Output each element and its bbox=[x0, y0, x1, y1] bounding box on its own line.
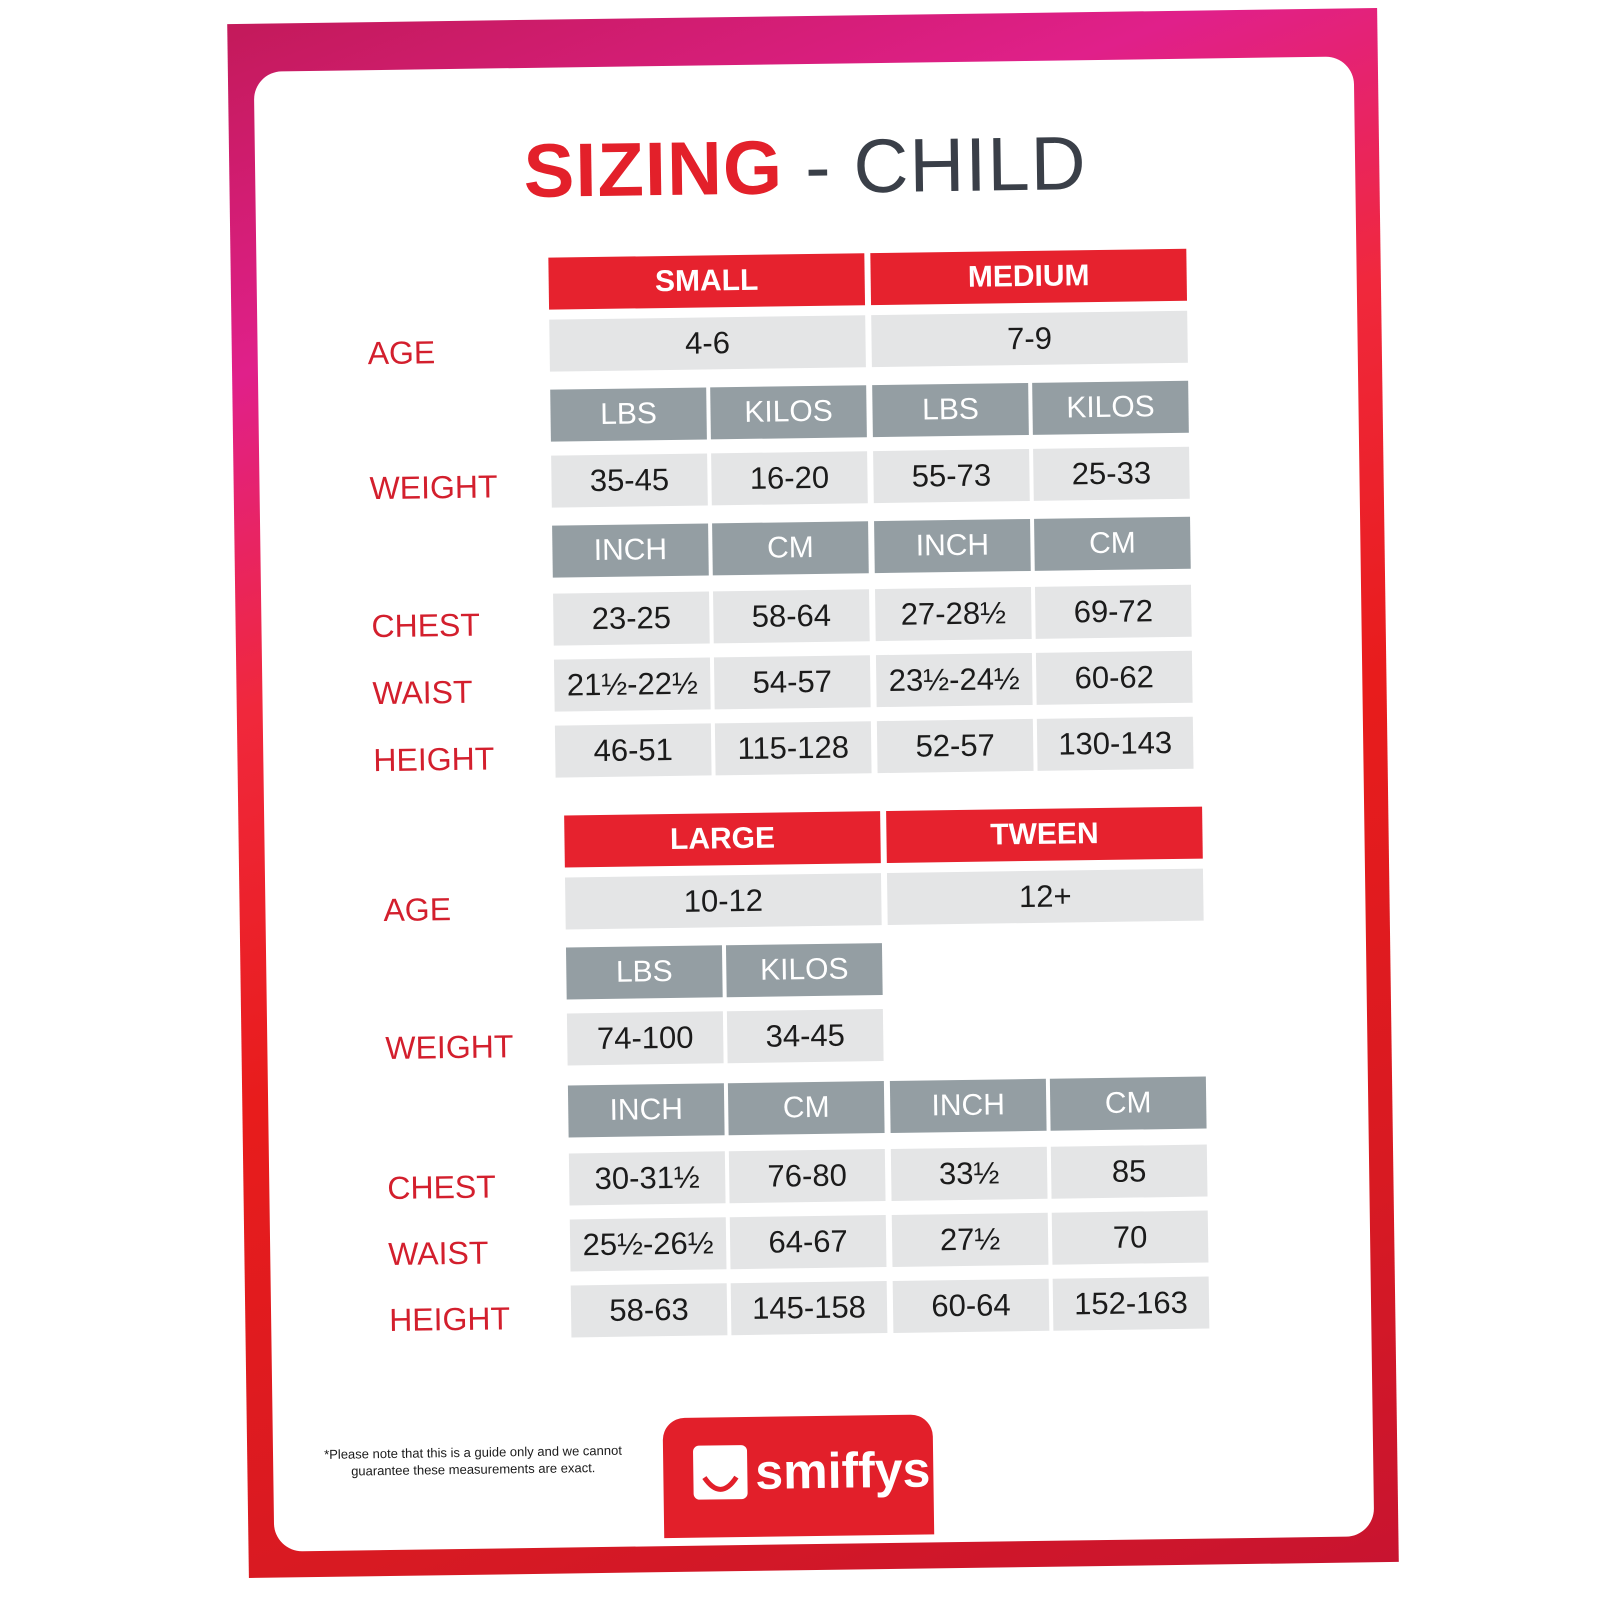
age-value-large: 10-12 bbox=[565, 873, 882, 930]
row-label-chest: CHEST bbox=[387, 1168, 497, 1206]
size-header-small: SMALL bbox=[548, 253, 866, 310]
row-label-age: AGE bbox=[383, 891, 452, 929]
unit-header-kilos: KILOS bbox=[1032, 380, 1189, 435]
row-label-weight: WEIGHT bbox=[385, 1028, 514, 1067]
weight-kilos-small: 16-20 bbox=[711, 451, 868, 506]
unit-header-inch: INCH bbox=[552, 523, 709, 578]
disclaimer-note: *Please note that this is a guide only a… bbox=[324, 1442, 622, 1479]
chest-cm-large: 76-80 bbox=[728, 1149, 886, 1204]
smile-logo-icon bbox=[692, 1444, 748, 1500]
weight-lbs-medium: 55-73 bbox=[873, 448, 1030, 504]
brand-name: smiffys bbox=[754, 1441, 931, 1500]
age-value-tween: 12+ bbox=[886, 868, 1204, 925]
page-title: SIZING - CHILD bbox=[255, 116, 1356, 218]
chest-inch-tween: 33½ bbox=[890, 1146, 1048, 1201]
row-label-weight: WEIGHT bbox=[369, 468, 498, 507]
waist-inch-small: 21½-22½ bbox=[553, 657, 711, 712]
unit-header-cm: CM bbox=[1034, 516, 1191, 571]
unit-header-lbs: LBS bbox=[872, 382, 1029, 438]
weight-kilos-medium: 25-33 bbox=[1033, 446, 1190, 501]
unit-header-lbs: LBS bbox=[550, 387, 707, 442]
title-bold: SIZING bbox=[523, 125, 784, 214]
weight-kilos-large: 34-45 bbox=[726, 1009, 884, 1064]
row-label-waist: WAIST bbox=[372, 673, 473, 712]
row-label-height: HEIGHT bbox=[388, 1300, 511, 1338]
brand-logo: smiffys ™ bbox=[692, 1440, 953, 1502]
chest-cm-tween: 85 bbox=[1050, 1144, 1208, 1199]
age-value-small: 4-6 bbox=[549, 315, 866, 372]
row-label-waist: WAIST bbox=[387, 1234, 489, 1272]
unit-header-cm: CM bbox=[1049, 1076, 1207, 1131]
waist-inch-large: 25½-26½ bbox=[569, 1217, 727, 1272]
chest-inch-small: 23-25 bbox=[553, 591, 710, 646]
height-cm-medium: 130-143 bbox=[1036, 716, 1194, 771]
weight-lbs-small: 35-45 bbox=[551, 453, 708, 508]
row-label-age: AGE bbox=[367, 334, 436, 372]
unit-header-inch: INCH bbox=[889, 1078, 1047, 1133]
chest-inch-large: 30-31½ bbox=[568, 1151, 726, 1206]
sizing-card: SIZING - CHILD AGE WEIGHT CHEST WAIST HE… bbox=[253, 56, 1375, 1552]
row-label-chest: CHEST bbox=[371, 606, 481, 645]
height-inch-tween: 60-64 bbox=[892, 1278, 1050, 1333]
chest-cm-medium: 69-72 bbox=[1034, 584, 1192, 639]
height-cm-large: 145-158 bbox=[730, 1281, 888, 1336]
height-inch-large: 58-63 bbox=[570, 1283, 728, 1338]
title-rest: - CHILD bbox=[804, 121, 1088, 211]
age-value-medium: 7-9 bbox=[871, 310, 1188, 368]
unit-header-inch: INCH bbox=[567, 1083, 725, 1138]
unit-header-kilos: KILOS bbox=[710, 385, 867, 440]
waist-cm-large: 64-67 bbox=[729, 1215, 887, 1270]
chest-cm-small: 58-64 bbox=[713, 589, 870, 644]
size-header-tween: TWEEN bbox=[886, 806, 1203, 863]
brand-tm: ™ bbox=[938, 1446, 953, 1463]
waist-cm-small: 54-57 bbox=[713, 655, 871, 710]
waist-cm-medium: 60-62 bbox=[1035, 650, 1193, 705]
unit-header-lbs: LBS bbox=[565, 945, 723, 1000]
height-inch-small: 46-51 bbox=[554, 723, 712, 778]
size-header-large: LARGE bbox=[564, 811, 881, 868]
unit-header-inch: INCH bbox=[874, 518, 1031, 574]
unit-header-cm: CM bbox=[727, 1081, 885, 1136]
waist-cm-tween: 70 bbox=[1051, 1210, 1209, 1265]
unit-header-cm: CM bbox=[712, 521, 869, 576]
waist-inch-medium: 23½-24½ bbox=[875, 652, 1033, 708]
size-header-medium: MEDIUM bbox=[870, 248, 1188, 306]
height-inch-medium: 52-57 bbox=[876, 718, 1034, 774]
weight-lbs-large: 74-100 bbox=[566, 1011, 724, 1066]
height-cm-small: 115-128 bbox=[714, 721, 872, 776]
waist-inch-tween: 27½ bbox=[891, 1212, 1049, 1267]
row-label-height: HEIGHT bbox=[373, 740, 495, 779]
chest-inch-medium: 27-28½ bbox=[875, 586, 1032, 642]
unit-header-kilos: KILOS bbox=[725, 943, 883, 998]
height-cm-tween: 152-163 bbox=[1052, 1276, 1210, 1331]
